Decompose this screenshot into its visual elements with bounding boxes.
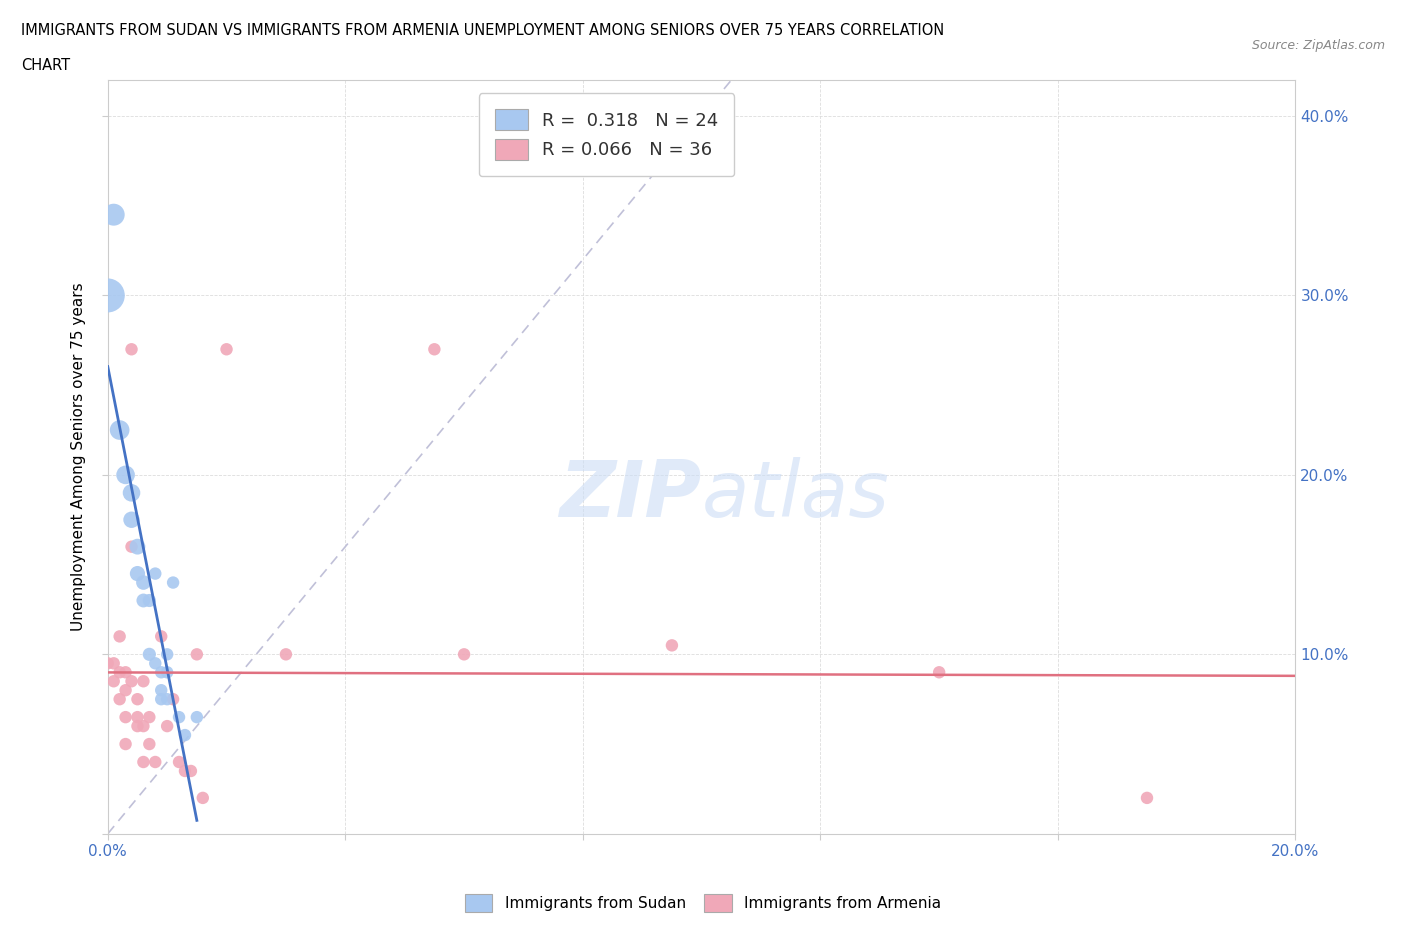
Point [162,692,184,707]
Point [423,342,446,357]
Legend: R =  0.318   N = 24, R = 0.066   N = 36: R = 0.318 N = 24, R = 0.066 N = 36 [479,93,734,176]
Point [156,719,179,734]
Point [191,790,214,805]
Point [121,342,143,357]
Point [150,683,173,698]
Point [114,665,136,680]
Point [132,674,155,689]
Text: ZIP: ZIP [560,457,702,533]
Point [114,468,136,483]
Point [186,710,208,724]
Point [114,683,136,698]
Point [132,575,155,590]
Point [127,710,149,724]
Point [156,692,179,707]
Point [132,754,155,769]
Point [156,647,179,662]
Point [121,485,143,500]
Point [215,342,238,357]
Point [174,764,197,778]
Point [121,674,143,689]
Point [108,422,131,437]
Point [138,593,160,608]
Point [1136,790,1159,805]
Point [180,764,202,778]
Point [143,566,166,581]
Point [274,647,297,662]
Point [156,665,179,680]
Text: atlas: atlas [702,457,890,533]
Point [108,629,131,644]
Legend: Immigrants from Sudan, Immigrants from Armenia: Immigrants from Sudan, Immigrants from A… [458,888,948,918]
Point [127,566,149,581]
Point [138,647,160,662]
Point [928,665,950,680]
Point [150,629,173,644]
Point [97,656,120,671]
Point [661,638,683,653]
Point [132,593,155,608]
Point [132,719,155,734]
Y-axis label: Unemployment Among Seniors over 75 years: Unemployment Among Seniors over 75 years [72,283,86,631]
Point [103,656,125,671]
Point [97,288,120,303]
Point [174,727,197,742]
Point [138,737,160,751]
Point [186,647,208,662]
Point [167,710,190,724]
Point [150,665,173,680]
Point [150,692,173,707]
Point [114,737,136,751]
Point [143,754,166,769]
Point [162,575,184,590]
Point [108,692,131,707]
Point [127,692,149,707]
Text: IMMIGRANTS FROM SUDAN VS IMMIGRANTS FROM ARMENIA UNEMPLOYMENT AMONG SENIORS OVER: IMMIGRANTS FROM SUDAN VS IMMIGRANTS FROM… [21,23,945,38]
Point [167,754,190,769]
Point [121,512,143,527]
Point [114,710,136,724]
Point [143,656,166,671]
Text: Source: ZipAtlas.com: Source: ZipAtlas.com [1251,39,1385,52]
Point [127,719,149,734]
Text: CHART: CHART [21,58,70,73]
Point [127,539,149,554]
Point [138,710,160,724]
Point [108,665,131,680]
Point [103,674,125,689]
Point [453,647,475,662]
Point [121,539,143,554]
Point [103,207,125,222]
